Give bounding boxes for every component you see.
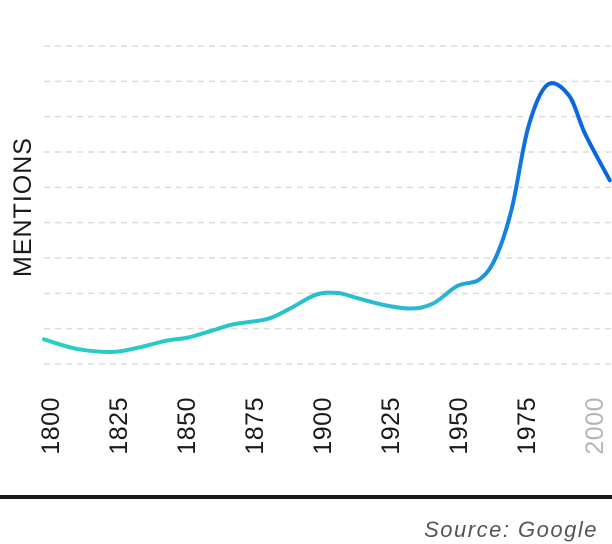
x-tick-label-2000: 2000 [581,397,609,455]
y-axis-label: MENTIONS [9,137,37,277]
x-tick-label-1875: 1875 [241,397,269,455]
x-tick-label-1825: 1825 [105,397,133,455]
x-tick-label-1800: 1800 [37,397,65,455]
x-tick-label-1950: 1950 [445,397,473,455]
x-tick-label-1900: 1900 [309,397,337,455]
grid-lines [44,45,612,365]
source-label: Source: Google [424,517,598,542]
x-tick-labels: 1800 1825 1850 1875 1900 1925 1950 1975 2000 [37,397,609,455]
series-line [42,81,612,355]
x-tick-label-1975: 1975 [513,397,541,455]
x-tick-label-1925: 1925 [377,397,405,455]
x-tick-label-1850: 1850 [173,397,201,455]
